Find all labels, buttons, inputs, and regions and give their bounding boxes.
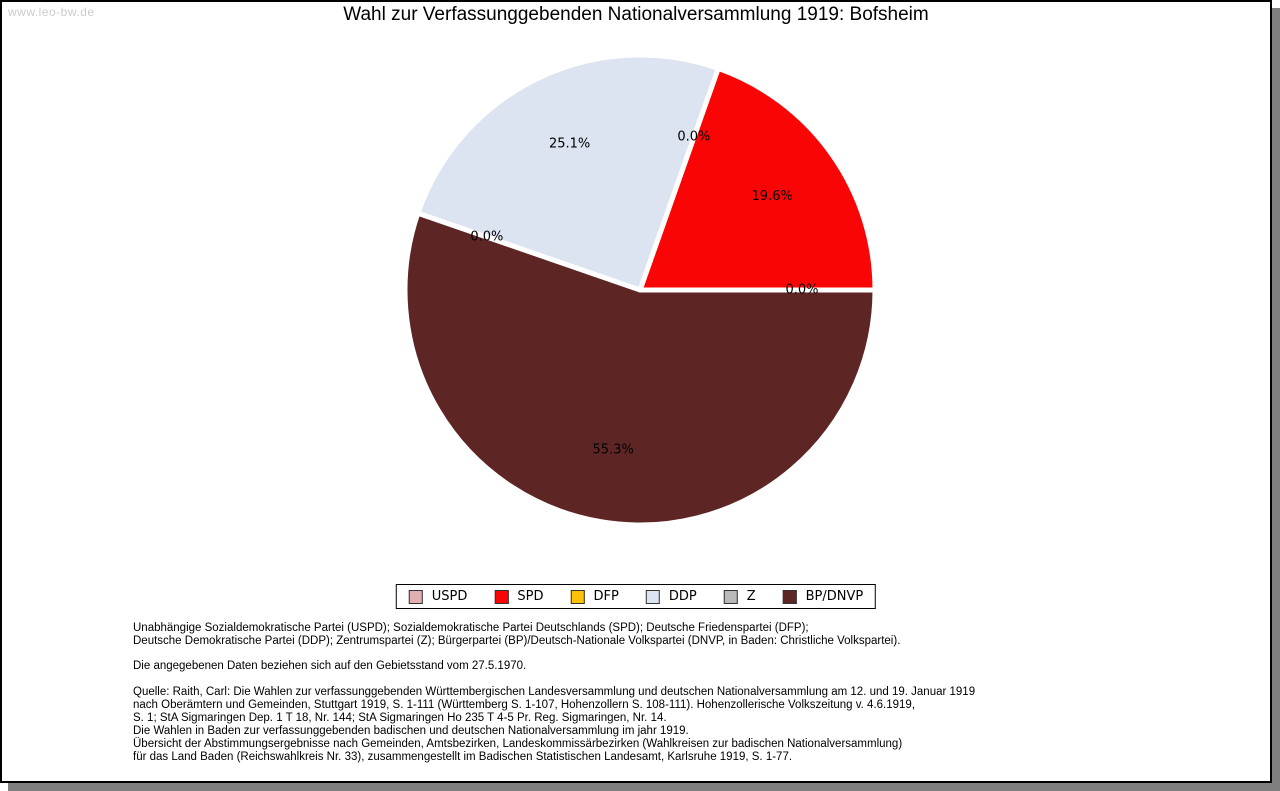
legend-swatch-spd — [494, 589, 509, 604]
legend-swatch-uspd — [408, 589, 423, 604]
legend-label-bpdnvp: BP/DNVP — [805, 589, 864, 604]
note-line: Quelle: Raith, Carl: Die Wahlen zur verf… — [133, 686, 976, 698]
note-line: Deutsche Demokratische Partei (DDP); Zen… — [133, 635, 901, 647]
pie-slice-label: 0.0% — [785, 283, 818, 298]
pie-chart: 0.0% 19.6% 0.0% 25.1% 0.0% 55.3% — [402, 52, 878, 528]
legend-item-uspd: USPD — [408, 589, 468, 604]
legend-label-ddp: DDP — [668, 589, 697, 604]
note-line: Unabhängige Sozialdemokratische Partei (… — [133, 622, 809, 634]
chart-legend: USPD SPD DFP DDP Z BP/DNVP — [395, 584, 877, 609]
legend-swatch-ddp — [645, 589, 660, 604]
source-notes: Quelle: Raith, Carl: Die Wahlen zur verf… — [133, 686, 1230, 764]
legend-label-spd: SPD — [517, 589, 544, 604]
legend-item-ddp: DDP — [645, 589, 697, 604]
pie-slice-ddp — [414, 52, 722, 294]
pie-slice-bpdnvp — [402, 210, 878, 528]
party-abbreviation-notes: Unabhängige Sozialdemokratische Partei (… — [133, 622, 1230, 648]
note-line: Die angegebenen Daten beziehen sich auf … — [133, 660, 527, 672]
note-line: für das Land Baden (Reichswahlkreis Nr. … — [133, 751, 793, 763]
legend-item-dfp: DFP — [570, 589, 619, 604]
note-line: Die Wahlen in Baden zur verfassunggebend… — [133, 725, 689, 737]
page-title: Wahl zur Verfassunggebenden Nationalvers… — [343, 4, 929, 25]
legend-item-bpdnvp: BP/DNVP — [782, 589, 864, 604]
pie-slice-label: 0.0% — [470, 230, 503, 245]
note-line: nach Oberämtern und Gemeinden, Stuttgart… — [133, 699, 916, 711]
gebietsstand-note: Die angegebenen Daten beziehen sich auf … — [133, 660, 1230, 673]
legend-label-uspd: USPD — [431, 589, 468, 604]
note-line: S. 1; StA Sigmaringen Dep. 1 T 18, Nr. 1… — [133, 712, 667, 724]
legend-swatch-bpdnvp — [782, 589, 797, 604]
legend-item-z: Z — [723, 589, 756, 604]
pie-slice-label: 55.3% — [593, 442, 634, 457]
pie-slice-label: 25.1% — [549, 137, 590, 152]
watermark: www.leo-bw.de — [8, 5, 95, 19]
legend-swatch-z — [723, 589, 738, 604]
pie-slice-label: 19.6% — [752, 189, 793, 204]
pie-slice-label: 0.0% — [677, 130, 710, 145]
legend-label-z: Z — [746, 589, 756, 604]
legend-swatch-dfp — [570, 589, 585, 604]
legend-label-dfp: DFP — [593, 589, 619, 604]
legend-item-spd: SPD — [494, 589, 544, 604]
note-line: Übersicht der Abstimmungsergebnisse nach… — [133, 738, 903, 750]
